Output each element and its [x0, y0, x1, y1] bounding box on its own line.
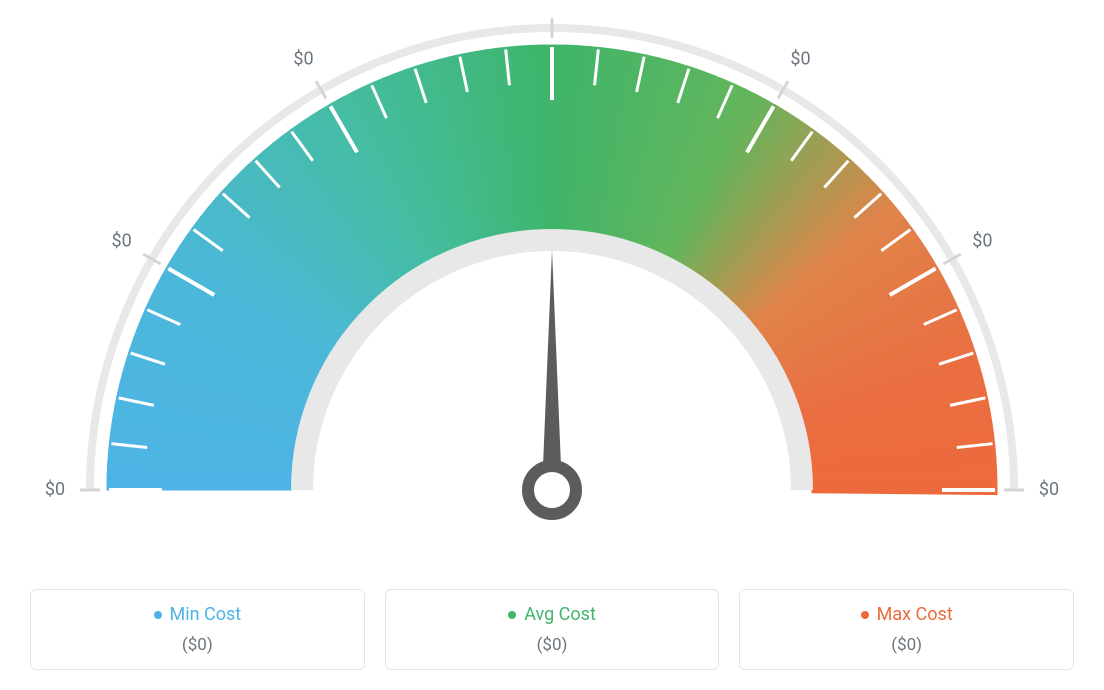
gauge-tick-label: $0 [111, 230, 131, 251]
gauge-tick-label: $0 [45, 479, 65, 500]
legend-dot-min [154, 611, 162, 619]
legend-title-avg: Avg Cost [508, 604, 596, 625]
legend-value-min: ($0) [41, 635, 354, 655]
legend-title-max: Max Cost [861, 604, 953, 625]
legend-dot-max [861, 611, 869, 619]
legend-card-min: Min Cost ($0) [30, 589, 365, 671]
legend-dot-avg [508, 611, 516, 619]
gauge-tick-label: $0 [790, 48, 810, 69]
legend-value-avg: ($0) [396, 635, 709, 655]
gauge-needle-hub [528, 466, 576, 514]
legend-card-avg: Avg Cost ($0) [385, 589, 720, 671]
legend-label-avg: Avg Cost [524, 604, 596, 625]
gauge-tick-label: $0 [542, 0, 562, 3]
legend-title-min: Min Cost [154, 604, 242, 625]
legend-card-max: Max Cost ($0) [739, 589, 1074, 671]
gauge-tick-label: $0 [293, 48, 313, 69]
legend-value-max: ($0) [750, 635, 1063, 655]
legend-label-max: Max Cost [877, 604, 953, 625]
gauge-svg: $0 $0 $0 $0 $0 $0 $0 [0, 0, 1104, 560]
gauge-tick-label: $0 [972, 230, 992, 251]
legend-label-min: Min Cost [170, 604, 242, 625]
gauge-chart: $0 $0 $0 $0 $0 $0 $0 [0, 0, 1104, 560]
gauge-tick-label: $0 [1039, 479, 1059, 500]
legend-row: Min Cost ($0) Avg Cost ($0) Max Cost ($0… [0, 589, 1104, 671]
gauge-needle [542, 250, 562, 490]
